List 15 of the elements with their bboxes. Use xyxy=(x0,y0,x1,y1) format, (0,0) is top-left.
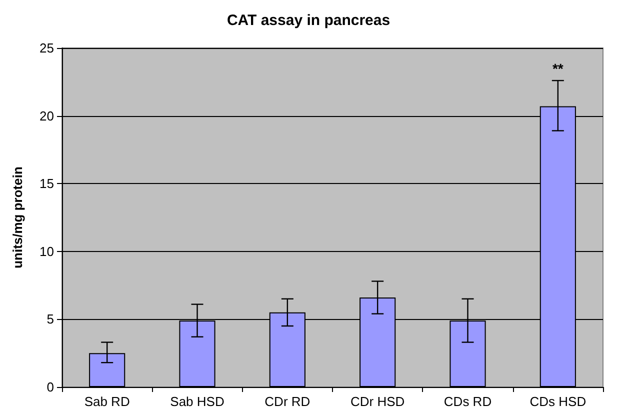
y-tick-label: 15 xyxy=(40,176,54,192)
x-tick-label: CDr RD xyxy=(264,394,310,409)
x-tick-label: Sab HSD xyxy=(170,394,224,409)
y-tick-label: 10 xyxy=(40,244,54,259)
y-tick-label: 25 xyxy=(40,40,54,56)
y-tick-label: 5 xyxy=(46,312,54,327)
y-axis-title: units/mg protein xyxy=(10,166,25,268)
y-tick-label: 20 xyxy=(40,108,54,124)
x-tick-label: CDs HSD xyxy=(530,394,586,409)
y-tick-label: 0 xyxy=(46,380,54,394)
x-tick-label: Sab RD xyxy=(84,394,130,409)
x-tick-label: CDs RD xyxy=(444,394,492,409)
annotation: ** xyxy=(552,60,564,77)
chart-title: CAT assay in pancreas xyxy=(226,12,390,29)
x-tick-label: CDr HSD xyxy=(350,394,405,409)
